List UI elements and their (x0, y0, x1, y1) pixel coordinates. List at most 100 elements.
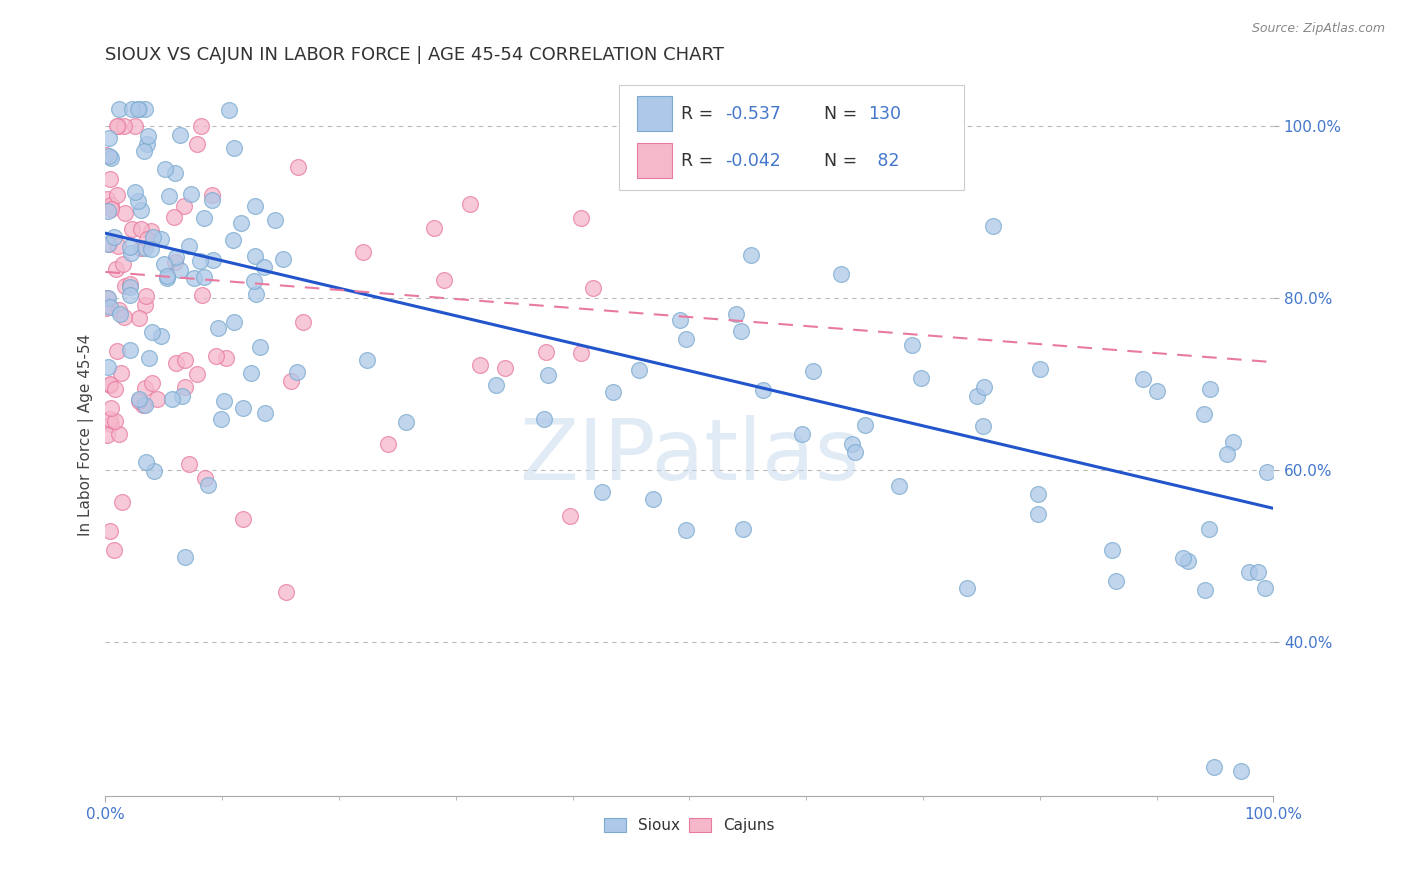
Point (292, 315, 315, 329)
Point (129, 202, 152, 217)
Point (468, 358, 491, 372)
Point (212, 394, 235, 409)
Point (1101, 543, 1123, 558)
Point (97, 360, 120, 375)
Point (240, 366, 263, 380)
Point (1029, 362, 1052, 376)
Point (97, 291, 120, 305)
Text: R =: R = (681, 152, 718, 170)
Point (120, 240, 142, 254)
Point (107, 119, 129, 133)
Text: ZIPatlas: ZIPatlas (519, 416, 859, 499)
Point (155, 162, 177, 177)
Point (356, 352, 378, 367)
Point (127, 194, 149, 208)
Point (105, 119, 128, 133)
Point (1202, 760, 1225, 774)
Point (98, 412, 121, 426)
Point (675, 523, 697, 537)
Point (1199, 382, 1222, 396)
Point (129, 241, 152, 255)
Point (900, 338, 922, 352)
Point (124, 185, 146, 199)
Point (142, 229, 165, 244)
Point (174, 549, 197, 564)
Point (132, 144, 155, 158)
Point (104, 383, 127, 397)
Point (120, 277, 142, 291)
Point (197, 477, 219, 491)
Point (186, 137, 208, 152)
Point (105, 262, 128, 277)
Point (98, 149, 121, 163)
Point (1198, 523, 1220, 537)
Point (134, 398, 156, 412)
Point (534, 345, 557, 359)
Point (96, 204, 118, 219)
Point (724, 307, 747, 321)
Point (97, 130, 120, 145)
Point (98, 237, 121, 252)
Point (103, 543, 125, 558)
Point (134, 381, 156, 395)
Point (94, 301, 117, 315)
Text: -0.042: -0.042 (725, 152, 782, 170)
Point (157, 189, 180, 203)
Point (1230, 764, 1253, 778)
Point (274, 584, 297, 599)
Point (136, 129, 159, 144)
Point (98, 172, 121, 186)
Point (96, 298, 118, 312)
Point (110, 366, 132, 380)
Point (135, 455, 157, 469)
Point (423, 221, 446, 235)
Point (201, 253, 224, 268)
Point (1104, 574, 1126, 589)
Point (156, 268, 179, 283)
Point (1256, 465, 1278, 479)
Point (1247, 565, 1270, 579)
Point (183, 271, 205, 285)
Point (173, 380, 195, 394)
Point (377, 437, 399, 451)
Point (107, 239, 129, 253)
Point (569, 346, 592, 360)
Point (733, 522, 755, 536)
Point (100, 417, 122, 431)
Point (484, 377, 506, 392)
Point (165, 250, 187, 264)
Point (100, 202, 122, 216)
Point (170, 389, 193, 403)
Point (853, 418, 876, 433)
Point (395, 415, 418, 429)
Point (165, 356, 187, 370)
Point (128, 394, 150, 409)
Point (1171, 550, 1194, 565)
Point (830, 267, 852, 281)
Point (134, 102, 156, 116)
Point (730, 324, 752, 338)
Point (104, 414, 127, 428)
Point (100, 198, 122, 212)
Point (98, 376, 121, 391)
Point (149, 232, 172, 246)
Point (253, 260, 276, 274)
Point (100, 524, 122, 538)
Point (141, 376, 163, 390)
Point (1222, 435, 1244, 450)
Point (111, 495, 134, 509)
Point (232, 401, 254, 415)
Point (1132, 372, 1154, 386)
Point (108, 427, 131, 442)
Point (193, 269, 215, 284)
Point (602, 385, 624, 400)
Point (243, 199, 266, 213)
Point (153, 257, 176, 271)
Point (120, 280, 142, 294)
Point (96, 291, 118, 305)
Point (433, 273, 456, 287)
Point (94, 148, 117, 162)
Point (352, 244, 374, 259)
Point (494, 360, 516, 375)
Text: R =: R = (681, 105, 718, 123)
